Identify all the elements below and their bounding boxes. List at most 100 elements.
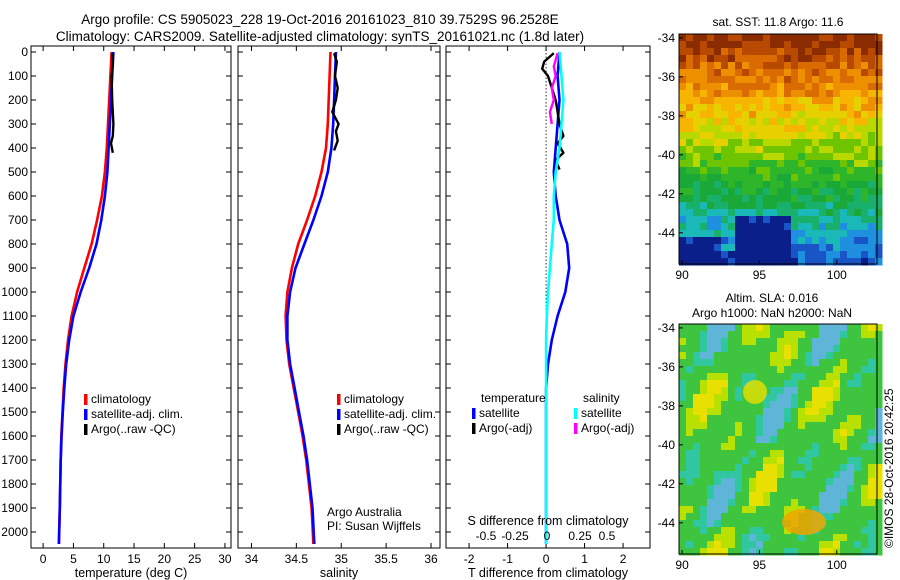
x-axis-label: T difference from climatology (468, 566, 629, 580)
map-cell (735, 111, 743, 119)
map-cell (791, 132, 799, 140)
map-cell (840, 436, 848, 444)
map-cell (679, 216, 687, 224)
map-cell (735, 209, 743, 217)
map-cell (721, 485, 729, 493)
map-cell (700, 216, 708, 224)
map-cell (791, 429, 799, 437)
map-cell (707, 436, 715, 444)
map-cell (749, 352, 757, 360)
map-cell (721, 373, 729, 381)
map-cell (826, 167, 834, 175)
map-cell (763, 429, 771, 437)
map-cell (721, 244, 729, 252)
map-cell (819, 209, 827, 217)
map-cell (749, 471, 757, 479)
map-cell (707, 492, 715, 500)
map-cell (728, 48, 736, 56)
map-cell (763, 83, 771, 91)
map-cell (861, 111, 869, 119)
map-cell (728, 380, 736, 388)
map-cell (798, 244, 806, 252)
map-cell (847, 443, 855, 451)
map-cell (770, 415, 778, 423)
map-cell (735, 415, 743, 423)
map-cell (784, 394, 792, 402)
map-cell (854, 506, 862, 514)
map-cell (679, 41, 687, 49)
map-cell (763, 541, 771, 549)
map-cell (854, 513, 862, 521)
map-cell (756, 527, 764, 535)
map-cell (805, 415, 813, 423)
map-cell (714, 464, 722, 472)
map-cell (791, 160, 799, 168)
map-cell (742, 34, 750, 42)
map-cell (707, 520, 715, 528)
map-cell (700, 492, 708, 500)
map-cell (875, 188, 883, 196)
map-cell (763, 478, 771, 486)
map-cell (756, 83, 764, 91)
map-cell (854, 48, 862, 56)
map-cell (861, 464, 869, 472)
map-cell (707, 146, 715, 154)
map-cell (777, 139, 785, 147)
map-cell (812, 118, 820, 126)
map-cell (707, 443, 715, 451)
map-cell (742, 209, 750, 217)
map-cell (812, 125, 820, 133)
map-cell (714, 202, 722, 210)
map-cell (861, 118, 869, 126)
map-cell (826, 401, 834, 409)
map-cell (861, 258, 869, 266)
map-cell (686, 513, 694, 521)
map-cell (728, 111, 736, 119)
map-cell (693, 132, 701, 140)
map-cell (721, 209, 729, 217)
map-cell (833, 338, 841, 346)
map-cell (798, 450, 806, 458)
map-cell (868, 450, 876, 458)
map-cell (791, 478, 799, 486)
map-cell (840, 69, 848, 77)
map-cell (833, 188, 841, 196)
map-cell (714, 244, 722, 252)
map-cell (777, 195, 785, 203)
map-cell (714, 167, 722, 175)
map-cell (728, 146, 736, 154)
map-cell (812, 251, 820, 259)
map-cell (826, 478, 834, 486)
map-cell (833, 534, 841, 542)
map-cell (861, 394, 869, 402)
map-cell (840, 146, 848, 154)
map-cell (679, 55, 687, 63)
map-cell (812, 352, 820, 360)
map-cell (763, 506, 771, 514)
map-cell (714, 174, 722, 182)
map-cell (756, 167, 764, 175)
map-cell (714, 394, 722, 402)
map-cell (854, 160, 862, 168)
map-cell (847, 492, 855, 500)
map-cell (707, 457, 715, 465)
map-cell (805, 41, 813, 49)
map-cell (875, 527, 883, 535)
map-cell (777, 132, 785, 140)
map-cell (721, 534, 729, 542)
map-cell (721, 188, 729, 196)
map-cell (763, 188, 771, 196)
map-cell (798, 216, 806, 224)
series-line-salinity-argo-adj- (548, 52, 559, 125)
map-cell (798, 492, 806, 500)
map-cell (693, 139, 701, 147)
map-cell (749, 244, 757, 252)
map-cell (868, 132, 876, 140)
map-cell (868, 34, 876, 42)
map-cell (875, 132, 883, 140)
map-cell (721, 41, 729, 49)
map-cell (679, 422, 687, 430)
map-cell (742, 174, 750, 182)
map-cell (686, 167, 694, 175)
map-cell (735, 534, 743, 542)
